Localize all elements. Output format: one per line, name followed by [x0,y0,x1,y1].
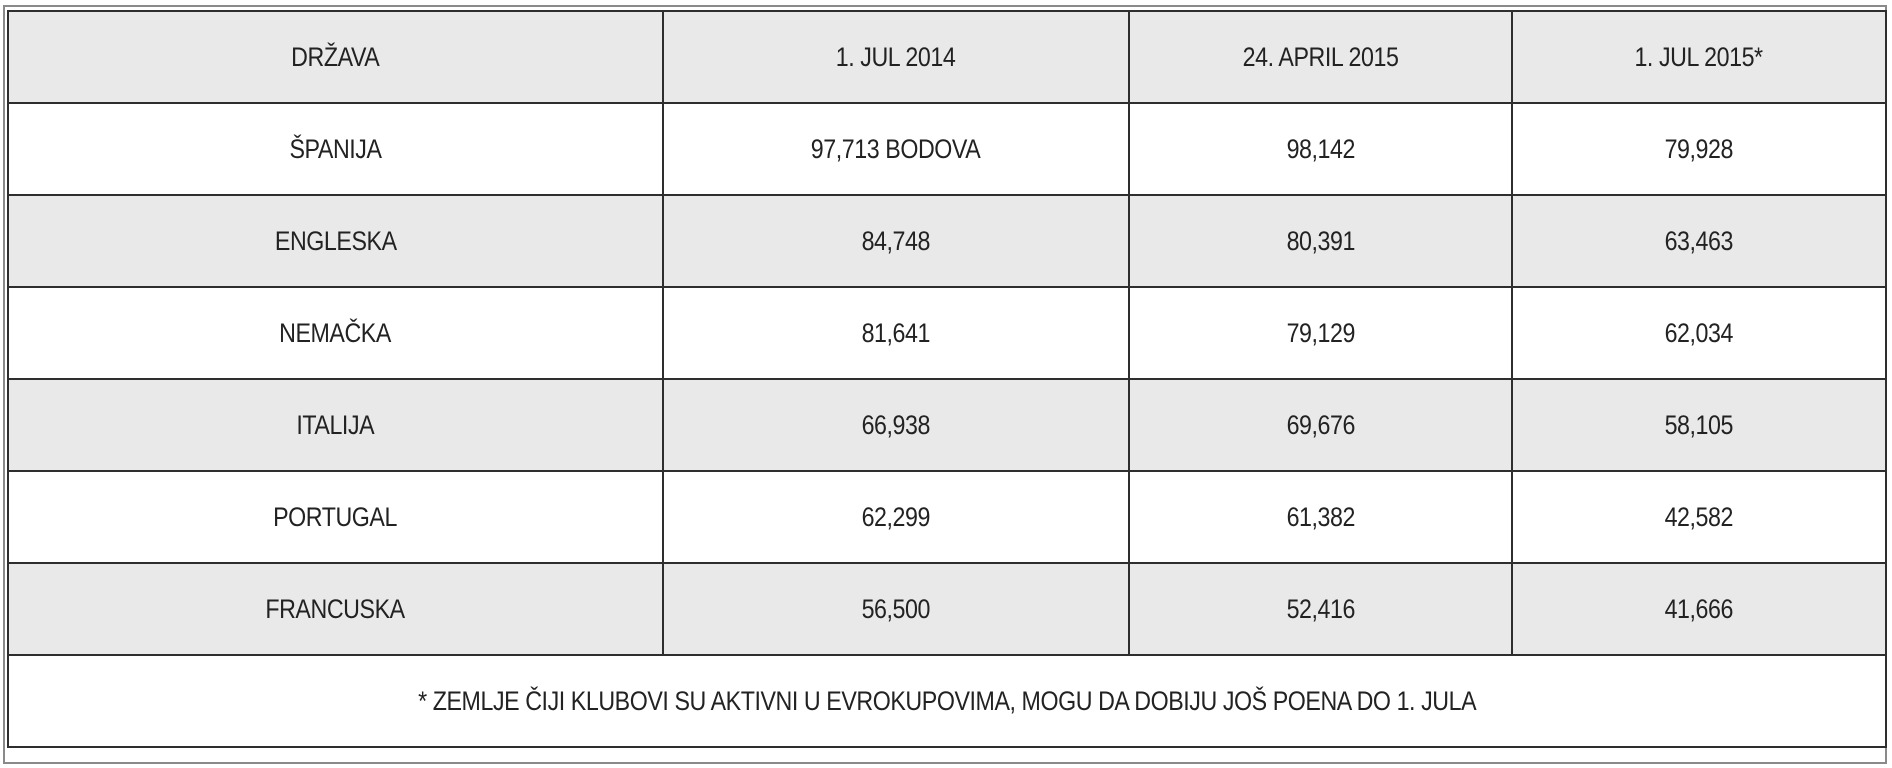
value-cell: 97,713 BODOVA [662,102,1130,196]
header-cell: 24. APRIL 2015 [1128,10,1513,104]
data-row: ITALIJA 66,938 69,676 58,105 [7,378,1887,472]
value-cell: 79,928 [1511,102,1887,196]
header-cell: 1. JUL 2014 [662,10,1130,104]
data-row: FRANCUSKA 56,500 52,416 41,666 [7,562,1887,656]
header-row: DRŽAVA 1. JUL 2014 24. APRIL 2015 1. JUL 20… [7,10,1887,104]
value-cell-text: 81,641 [861,317,931,348]
footnote-text: * ZEMLJE ČIJI KLUBOVI SU AKTIVNI U EVROK… [417,685,1477,716]
value-cell-text: 98,142 [1286,133,1355,164]
country-cell: PORTUGAL [7,470,664,564]
country-cell: FRANCUSKA [7,562,664,656]
value-cell-text: 69,676 [1286,409,1355,440]
data-row: ŠPANIJA 97,713 BODOVA 98,142 79,928 [7,102,1887,196]
ranking-table: DRŽAVA 1. JUL 2014 24. APRIL 2015 1. JUL 20… [7,10,1887,748]
value-cell: 58,105 [1511,378,1887,472]
header-cell: DRŽAVA [7,10,664,104]
footnote: * ZEMLJE ČIJI KLUBOVI SU AKTIVNI U EVROK… [7,654,1887,748]
header-cell-text: 1. JUL 2014 [836,41,956,72]
value-cell-text: 63,463 [1664,225,1734,256]
header-cell-text: 24. APRIL 2015 [1242,41,1399,72]
country-cell-text: ITALIJA [296,409,375,440]
data-row: NEMAČKA 81,641 79,129 62,034 [7,286,1887,380]
value-cell: 42,582 [1511,470,1887,564]
country-cell: ITALIJA [7,378,664,472]
country-cell: ENGLESKA [7,194,664,288]
country-cell-text: ŠPANIJA [289,133,382,164]
header-cell: 1. JUL 2015* [1511,10,1887,104]
value-cell-text: 79,129 [1286,317,1355,348]
value-cell-text: 41,666 [1664,593,1734,624]
country-cell-text: FRANCUSKA [265,593,406,624]
header-cell-text: DRŽAVA [291,41,380,72]
country-cell-text: PORTUGAL [273,501,398,532]
value-cell-text: 42,582 [1664,501,1734,532]
value-cell-text: 97,713 BODOVA [811,133,981,164]
value-cell: 56,500 [662,562,1130,656]
value-cell: 61,382 [1128,470,1513,564]
value-cell: 81,641 [662,286,1130,380]
country-cell-text: NEMAČKA [279,317,392,348]
value-cell-text: 84,748 [861,225,931,256]
value-cell: 41,666 [1511,562,1887,656]
value-cell: 62,299 [662,470,1130,564]
data-row: ENGLESKA 84,748 80,391 63,463 [7,194,1887,288]
value-cell-text: 62,034 [1664,317,1734,348]
value-cell-text: 66,938 [861,409,931,440]
value-cell-text: 62,299 [861,501,931,532]
value-cell: 84,748 [662,194,1130,288]
value-cell: 63,463 [1511,194,1887,288]
value-cell: 62,034 [1511,286,1887,380]
value-cell: 52,416 [1128,562,1513,656]
value-cell: 69,676 [1128,378,1513,472]
value-cell: 66,938 [662,378,1130,472]
header-cell-text: 1. JUL 2015* [1634,41,1764,72]
country-cell-text: ENGLESKA [274,225,397,256]
value-cell: 98,142 [1128,102,1513,196]
frame [3,5,1887,764]
value-cell-text: 79,928 [1664,133,1734,164]
footnote-row: * ZEMLJE ČIJI KLUBOVI SU AKTIVNI U EVROK… [7,654,1887,748]
data-row: PORTUGAL 62,299 61,382 42,582 [7,470,1887,564]
value-cell: 79,129 [1128,286,1513,380]
value-cell: 80,391 [1128,194,1513,288]
value-cell-text: 58,105 [1664,409,1734,440]
value-cell-text: 56,500 [861,593,931,624]
value-cell-text: 52,416 [1286,593,1355,624]
value-cell-text: 61,382 [1286,501,1355,532]
country-cell: ŠPANIJA [7,102,664,196]
value-cell-text: 80,391 [1286,225,1355,256]
country-cell: NEMAČKA [7,286,664,380]
